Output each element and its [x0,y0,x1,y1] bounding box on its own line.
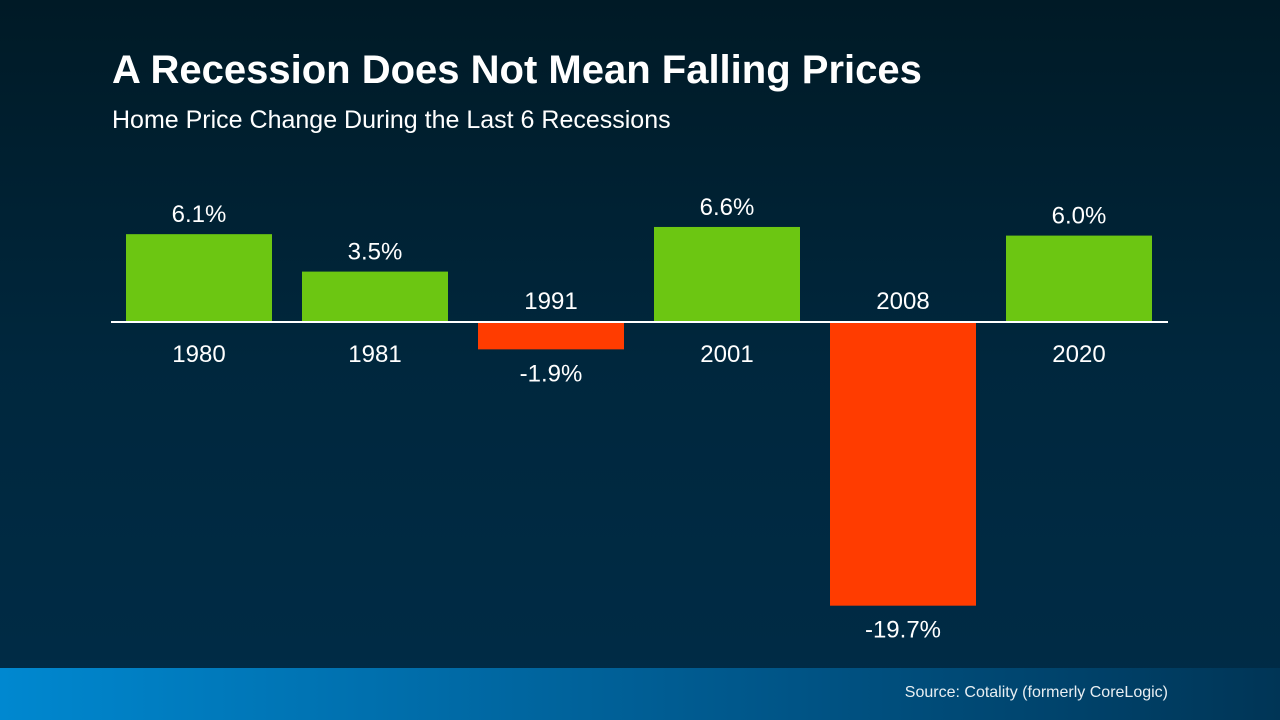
bar-2020 [1006,235,1152,322]
category-label: 2008 [876,288,929,315]
bar-2001 [654,226,800,322]
bar-2008 [830,322,976,606]
source-text: Source: Cotality (formerly CoreLogic) [904,684,1168,701]
data-label: 6.0% [1052,203,1107,230]
chart-title: A Recession Does Not Mean Falling Prices [112,48,922,92]
data-label: 6.6% [700,194,755,221]
data-label: -19.7% [865,617,941,644]
data-label: 3.5% [348,239,403,266]
chart-subtitle: Home Price Change During the Last 6 Rece… [112,106,671,134]
category-label: 2001 [700,341,753,368]
bar-1981 [302,271,448,322]
category-label: 1981 [348,341,401,368]
footer: Source: Cotality (formerly CoreLogic) [0,668,1280,720]
category-label: 1980 [172,341,225,368]
data-label: 6.1% [172,201,227,228]
category-label: 2020 [1052,341,1105,368]
bar-1980 [126,234,272,322]
data-label: -1.9% [520,360,583,387]
bar-chart: 6.1% 1980 3.5% 1981 -1.9% 1991 6.6% 2001 -19.7% 2… [126,194,1152,644]
category-label: 1991 [524,288,577,315]
bar-1991 [478,322,624,350]
